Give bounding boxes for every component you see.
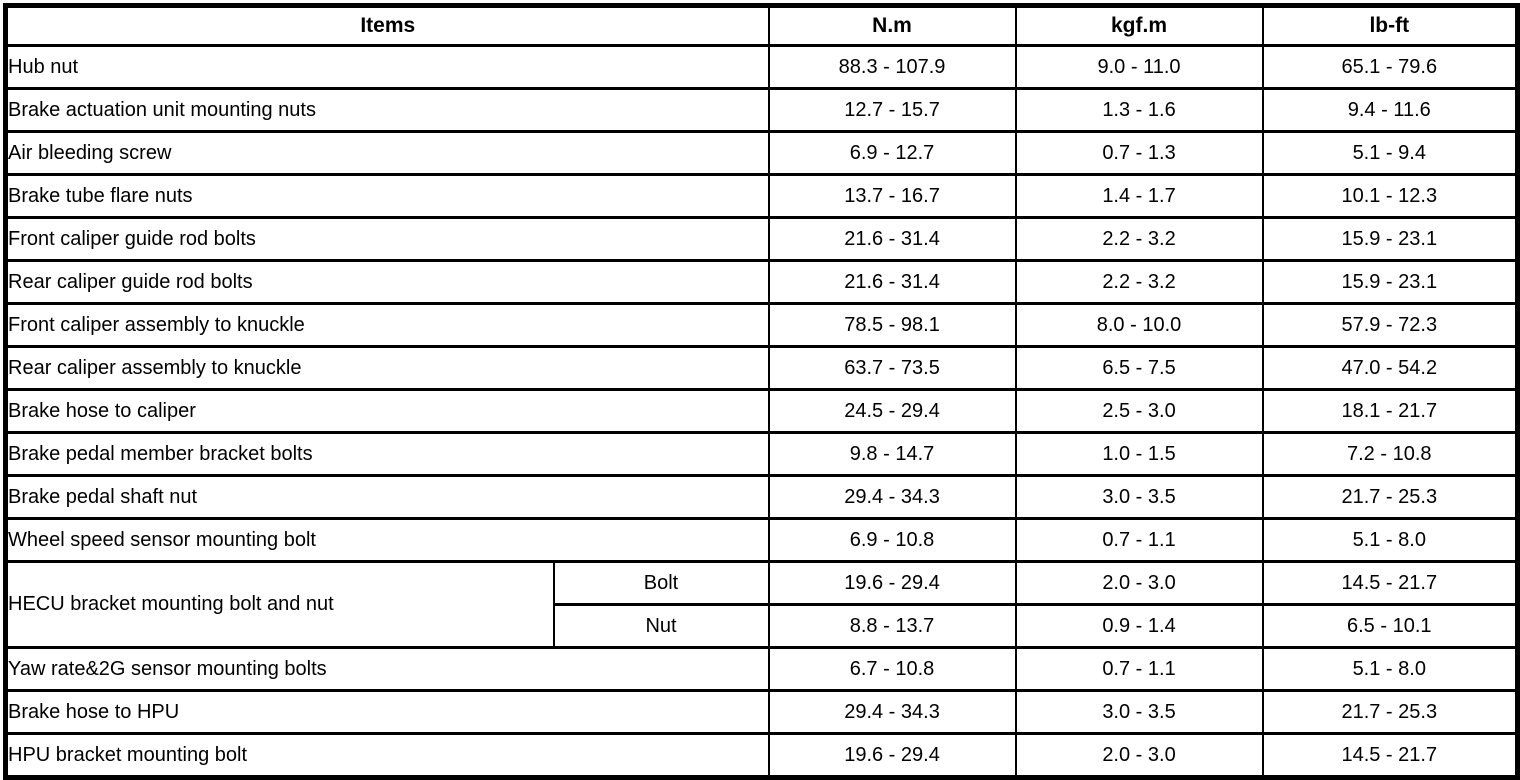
- table-row: Brake pedal shaft nut 29.4 - 34.3 3.0 - 3.…: [4, 474, 1519, 520]
- table-row: Front caliper assembly to knuckle 78.5 - …: [4, 302, 1519, 348]
- value-cell-lbft: 10.1 - 12.3: [1261, 173, 1519, 219]
- item-cell: Front caliper guide rod bolts: [4, 216, 770, 262]
- table-body: Hub nut 88.3 - 107.9 9.0 - 11.0 65.1 - 79.6…: [4, 44, 1519, 779]
- value-cell-kgfm: 2.2 - 3.2: [1014, 216, 1264, 262]
- torque-spec-table: Items N.m kgf.m lb-ft Hub nut 88.3 - 107.…: [3, 3, 1520, 780]
- table-row: Brake actuation unit mounting nuts 12.7 -…: [4, 87, 1519, 133]
- value-cell-nm: 12.7 - 15.7: [767, 87, 1017, 133]
- value-cell-nm: 13.7 - 16.7: [767, 173, 1017, 219]
- value-cell-lbft: 9.4 - 11.6: [1261, 87, 1519, 133]
- value-cell-lbft: 5.1 - 9.4: [1261, 130, 1519, 176]
- item-cell: Front caliper assembly to knuckle: [4, 302, 770, 348]
- value-cell-kgfm: 1.3 - 1.6: [1014, 87, 1264, 133]
- value-cell-lbft: 21.7 - 25.3: [1261, 689, 1519, 735]
- table-row: Brake hose to HPU 29.4 - 34.3 3.0 - 3.5 21.…: [4, 689, 1519, 735]
- value-cell-kgfm: 3.0 - 3.5: [1014, 689, 1264, 735]
- value-cell-nm: 6.9 - 10.8: [767, 517, 1017, 563]
- value-cell-nm: 6.9 - 12.7: [767, 130, 1017, 176]
- value-cell-lbft: 14.5 - 21.7: [1261, 732, 1519, 779]
- value-cell-nm: 19.6 - 29.4: [767, 732, 1017, 779]
- column-header-nm: N.m: [767, 4, 1017, 47]
- value-cell-lbft: 5.1 - 8.0: [1261, 517, 1519, 563]
- table-row: Rear caliper assembly to knuckle 63.7 - 7…: [4, 345, 1519, 391]
- value-cell-kgfm: 0.7 - 1.1: [1014, 517, 1264, 563]
- value-cell-lbft: 14.5 - 21.7: [1261, 560, 1519, 606]
- table-row: Yaw rate&2G sensor mounting bolts 6.7 - 1…: [4, 646, 1519, 692]
- table-row: Wheel speed sensor mounting bolt 6.9 - 10…: [4, 517, 1519, 563]
- column-header-kgfm: kgf.m: [1014, 4, 1264, 47]
- value-cell-kgfm: 0.7 - 1.1: [1014, 646, 1264, 692]
- item-cell: Rear caliper guide rod bolts: [4, 259, 770, 305]
- item-cell: Hub nut: [4, 44, 770, 90]
- item-cell: Brake actuation unit mounting nuts: [4, 87, 770, 133]
- item-cell: Brake hose to caliper: [4, 388, 770, 434]
- table-row: Nut 8.8 - 13.7 0.9 - 1.4 6.5 - 10.1: [6, 603, 1519, 649]
- value-cell-nm: 19.6 - 29.4: [767, 560, 1017, 606]
- value-cell-kgfm: 6.5 - 7.5: [1014, 345, 1264, 391]
- value-cell-kgfm: 3.0 - 3.5: [1014, 474, 1264, 520]
- item-cell: Rear caliper assembly to knuckle: [4, 345, 770, 391]
- value-cell-kgfm: 2.5 - 3.0: [1014, 388, 1264, 434]
- value-cell-nm: 29.4 - 34.3: [767, 689, 1017, 735]
- sub-item-cell: Nut: [552, 603, 770, 649]
- value-cell-lbft: 65.1 - 79.6: [1261, 44, 1519, 90]
- value-cell-kgfm: 1.4 - 1.7: [1014, 173, 1264, 219]
- item-cell: Brake pedal shaft nut: [4, 474, 770, 520]
- item-cell: Wheel speed sensor mounting bolt: [4, 517, 770, 563]
- value-cell-kgfm: 8.0 - 10.0: [1014, 302, 1264, 348]
- value-cell-kgfm: 2.2 - 3.2: [1014, 259, 1264, 305]
- item-cell: Yaw rate&2G sensor mounting bolts: [4, 646, 770, 692]
- value-cell-kgfm: 0.9 - 1.4: [1014, 603, 1264, 649]
- value-cell-kgfm: 9.0 - 11.0: [1014, 44, 1264, 90]
- column-header-lbft: lb-ft: [1261, 4, 1519, 47]
- item-cell: Brake hose to HPU: [4, 689, 770, 735]
- value-cell-lbft: 57.9 - 72.3: [1261, 302, 1519, 348]
- value-cell-kgfm: 2.0 - 3.0: [1014, 732, 1264, 779]
- table-row: Brake pedal member bracket bolts 9.8 - 14…: [4, 431, 1519, 477]
- table-row: Brake hose to caliper 24.5 - 29.4 2.5 - 3.…: [4, 388, 1519, 434]
- value-cell-lbft: 18.1 - 21.7: [1261, 388, 1519, 434]
- header-row: Items N.m kgf.m lb-ft: [4, 4, 1519, 47]
- value-cell-nm: 24.5 - 29.4: [767, 388, 1017, 434]
- value-cell-kgfm: 2.0 - 3.0: [1014, 560, 1264, 606]
- value-cell-lbft: 21.7 - 25.3: [1261, 474, 1519, 520]
- table-row: Rear caliper guide rod bolts 21.6 - 31.4 2…: [4, 259, 1519, 305]
- value-cell-kgfm: 1.0 - 1.5: [1014, 431, 1264, 477]
- value-cell-nm: 6.7 - 10.8: [767, 646, 1017, 692]
- value-cell-lbft: 15.9 - 23.1: [1261, 259, 1519, 305]
- value-cell-lbft: 6.5 - 10.1: [1261, 603, 1519, 649]
- value-cell-nm: 78.5 - 98.1: [767, 302, 1017, 348]
- item-cell: HPU bracket mounting bolt: [4, 732, 770, 779]
- item-cell: HECU bracket mounting bolt and nut: [4, 560, 555, 649]
- value-cell-lbft: 7.2 - 10.8: [1261, 431, 1519, 477]
- table-row: HPU bracket mounting bolt 19.6 - 29.4 2.0 …: [4, 732, 1519, 779]
- item-cell: Brake pedal member bracket bolts: [4, 431, 770, 477]
- value-cell-nm: 88.3 - 107.9: [767, 44, 1017, 90]
- sub-item-cell: Bolt: [552, 560, 770, 606]
- table-row: Front caliper guide rod bolts 21.6 - 31.4…: [4, 216, 1519, 262]
- value-cell-nm: 21.6 - 31.4: [767, 259, 1017, 305]
- table-row: Air bleeding screw 6.9 - 12.7 0.7 - 1.3 5.1…: [4, 130, 1519, 176]
- value-cell-nm: 63.7 - 73.5: [767, 345, 1017, 391]
- value-cell-nm: 29.4 - 34.3: [767, 474, 1017, 520]
- value-cell-nm: 9.8 - 14.7: [767, 431, 1017, 477]
- item-cell: Air bleeding screw: [4, 130, 770, 176]
- item-cell: Brake tube flare nuts: [4, 173, 770, 219]
- value-cell-nm: 21.6 - 31.4: [767, 216, 1017, 262]
- value-cell-lbft: 47.0 - 54.2: [1261, 345, 1519, 391]
- value-cell-kgfm: 0.7 - 1.3: [1014, 130, 1264, 176]
- column-header-items: Items: [4, 4, 770, 47]
- value-cell-lbft: 15.9 - 23.1: [1261, 216, 1519, 262]
- value-cell-lbft: 5.1 - 8.0: [1261, 646, 1519, 692]
- table-row: Brake tube flare nuts 13.7 - 16.7 1.4 - 1.…: [4, 173, 1519, 219]
- table-row: Hub nut 88.3 - 107.9 9.0 - 11.0 65.1 - 79.6: [4, 44, 1519, 90]
- value-cell-nm: 8.8 - 13.7: [767, 603, 1017, 649]
- table-row: HECU bracket mounting bolt and nut Bolt 19…: [4, 560, 1519, 649]
